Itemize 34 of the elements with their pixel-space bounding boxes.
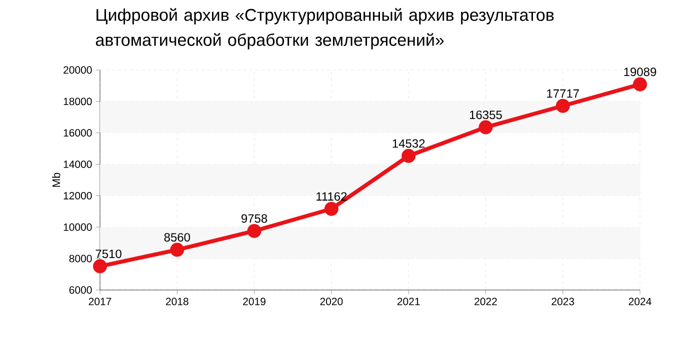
x-tick-label: 2018 — [166, 298, 188, 306]
data-label: 17717 — [547, 89, 579, 98]
data-label: 9758 — [242, 214, 268, 223]
x-tick-label: 2023 — [552, 298, 574, 306]
point — [556, 98, 570, 113]
chart-title: Цифровой архив «Структурированный архив результатов автоматической обработки землетрясений» — [96, 8, 554, 50]
x-tick-label: 2017 — [88, 298, 112, 306]
data-label: 7510 — [96, 250, 122, 258]
x-tick-label: 2021 — [397, 298, 420, 306]
data-label: 11162 — [316, 192, 347, 201]
data-label: 16355 — [470, 110, 502, 120]
y-tick-label: 12000 — [64, 192, 92, 200]
x-tick-label: 2019 — [243, 298, 266, 306]
x-tick-label: 2020 — [320, 298, 343, 306]
y-tick-label: 6000 — [69, 286, 92, 294]
y-axis-title: Mb — [52, 172, 60, 187]
x-tick-label: 2024 — [628, 298, 652, 306]
data-label: 14532 — [392, 139, 425, 148]
y-tick-label: 16000 — [64, 129, 92, 137]
point — [170, 242, 184, 257]
point — [247, 224, 262, 238]
y-tick-label: 14000 — [64, 160, 92, 168]
y-tick-label: 10000 — [64, 223, 92, 231]
point — [402, 148, 416, 163]
y-tick-label: 20000 — [64, 66, 92, 74]
point — [478, 120, 493, 134]
point — [632, 77, 647, 92]
point — [93, 259, 107, 274]
data-label: 19089 — [624, 68, 656, 76]
data-label: 8560 — [164, 233, 190, 242]
y-tick-label: 8000 — [69, 254, 92, 262]
point — [324, 202, 338, 216]
y-tick-label: 18000 — [64, 98, 92, 106]
x-tick-label: 2022 — [474, 298, 497, 306]
